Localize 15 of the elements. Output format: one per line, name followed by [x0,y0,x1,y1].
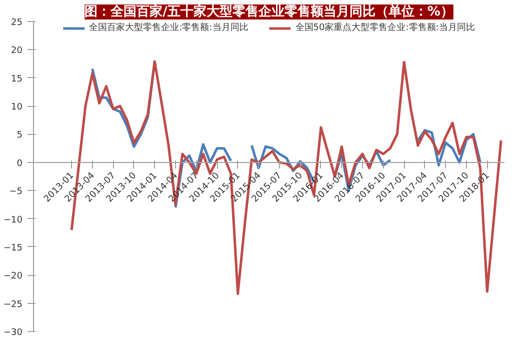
legend-label: 全国50家重点大型零售企业:零售额:当月同比 [295,22,475,34]
y-tick-label: 5 [16,130,23,141]
y-tick-label: 10 [11,102,23,113]
y-tick-label: 15 [11,74,22,84]
y-tick-label: 20 [11,46,23,56]
y-tick-label: −20 [4,272,23,282]
y-tick-label: 0 [16,158,23,169]
legend-label: 全国百家大型零售企业:零售额:当月同比 [89,22,248,34]
y-tick-label: 25 [11,18,22,28]
y-tick-label: −5 [9,187,23,198]
chart-title: 图：全国百家/五十家大型零售企业零售额当月同比（单位：%） [84,4,454,20]
y-tick-label: −30 [4,328,23,338]
y-tick-label: −25 [4,300,23,310]
y-tick-label: −10 [4,215,23,226]
y-tick-label: −15 [4,243,23,254]
